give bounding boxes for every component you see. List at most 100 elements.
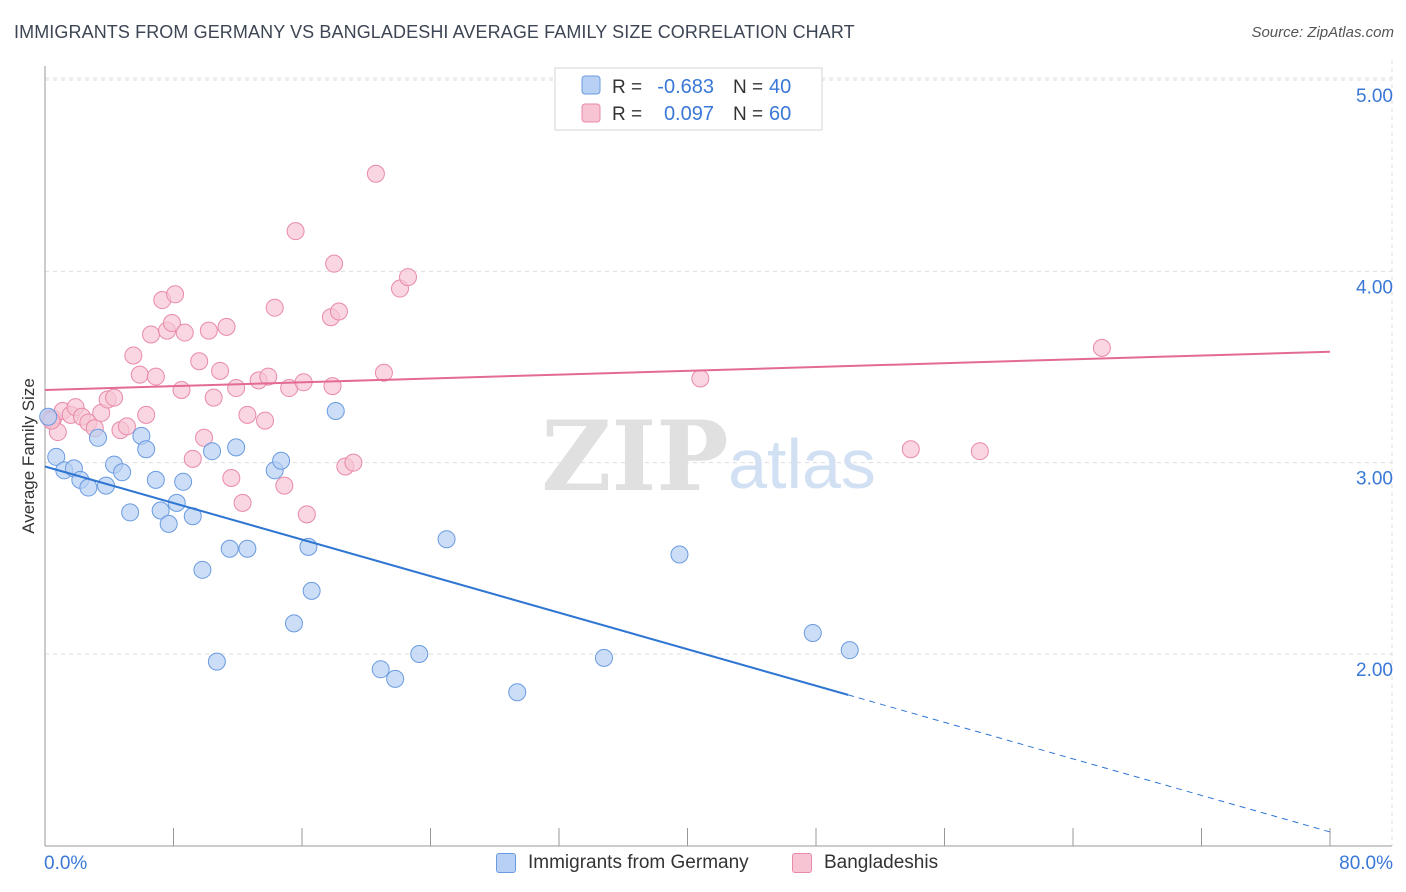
germany-point	[113, 463, 132, 482]
bangladeshis-point	[162, 313, 181, 332]
germany-point	[174, 472, 193, 491]
legend-swatch-bangla-bottom	[792, 853, 812, 873]
germany-point	[508, 683, 527, 702]
germany-point	[89, 428, 108, 447]
bangladeshis-point	[259, 367, 278, 386]
chart-title: IMMIGRANTS FROM GERMANY VS BANGLADESHI A…	[14, 22, 855, 42]
legend-r-value-bangla: 0.097	[664, 103, 714, 125]
bangladeshis-point	[265, 298, 284, 317]
bangladeshis-point	[238, 405, 257, 424]
legend-n-value-germany: 40	[769, 76, 791, 98]
legend-label-germany: Immigrants from Germany	[528, 852, 749, 873]
y-tick-labels: 2.00 3.00 4.00 5.00	[1356, 86, 1393, 681]
germany-point	[227, 438, 246, 457]
bangladeshis-point	[691, 369, 710, 388]
legend-n-value-bangla: 60	[769, 103, 791, 125]
legend-item-bangla: Bangladeshis	[792, 852, 938, 874]
bangladeshis-point	[142, 325, 161, 344]
bangladeshis-point	[325, 254, 344, 273]
legend-r-label-germany: R =	[612, 77, 642, 98]
bangladeshis-point	[105, 388, 124, 407]
germany-point	[284, 614, 303, 633]
germany-point	[39, 407, 58, 426]
y-tick-label: 2.00	[1356, 660, 1393, 681]
germany-point	[670, 545, 689, 564]
germany-point	[272, 451, 291, 470]
bangladeshis-point	[297, 505, 316, 524]
watermark-atlas: atlas	[728, 425, 876, 503]
bangladeshis-point	[374, 363, 393, 382]
germany-points	[39, 402, 859, 702]
bangladeshis-point	[211, 361, 230, 380]
bangladeshis-point	[204, 388, 223, 407]
legend-r-label-bangla: R =	[612, 104, 642, 125]
germany-point	[151, 501, 170, 520]
germany-trendline	[44, 465, 849, 696]
bangladeshis-point	[227, 379, 246, 398]
bangladeshis-point	[146, 367, 165, 386]
germany-point	[840, 641, 859, 660]
bangladeshis-point	[183, 449, 202, 468]
bangladeshis-point	[190, 352, 209, 371]
germany-point	[326, 402, 345, 421]
y-tick-label: 4.00	[1356, 277, 1393, 298]
germany-point	[594, 648, 613, 667]
germany-point	[803, 623, 822, 642]
germany-point	[121, 503, 140, 522]
legend-item-germany: Immigrants from Germany	[496, 852, 749, 874]
germany-point	[79, 478, 98, 497]
bangladeshis-point	[137, 405, 156, 424]
germany-point	[238, 539, 257, 558]
bangladeshis-point	[199, 321, 218, 340]
bangladeshis-point	[901, 440, 920, 459]
bangladeshis-point	[124, 346, 143, 365]
germany-point	[207, 652, 226, 671]
axis-layer	[44, 66, 1392, 847]
germany-point	[47, 447, 66, 466]
x-tick-label-min: 0.0%	[44, 853, 87, 874]
legend-n-label-germany: N =	[733, 77, 763, 98]
germany-point	[193, 560, 212, 579]
bangladeshis-point	[166, 285, 185, 304]
bangladeshis-point	[175, 323, 194, 342]
germany-point	[146, 470, 165, 489]
legend-n-label-bangla: N =	[733, 104, 763, 125]
legend-swatch-bangla	[581, 103, 601, 123]
bangladeshis-point	[222, 468, 241, 487]
legend-label-bangla: Bangladeshis	[824, 852, 939, 873]
grid-layer	[45, 60, 1393, 846]
bangladeshis-point	[172, 380, 191, 399]
bangladeshis-point	[323, 377, 342, 396]
watermark-zip: ZIP	[541, 400, 728, 513]
bangladeshis-point	[1092, 338, 1111, 357]
bangladeshis-point	[970, 442, 989, 461]
bangladeshis-point	[344, 453, 363, 472]
y-tick-label: 3.00	[1356, 469, 1393, 490]
bangladeshis-point	[195, 428, 214, 447]
legend-bottom: Immigrants from Germany Bangladeshis	[0, 852, 1406, 878]
germany-point	[167, 493, 186, 512]
bangladeshis-point	[130, 365, 149, 384]
y-axis-label: Average Family Size	[19, 378, 38, 534]
bangladeshis-point	[233, 493, 252, 512]
bangladeshis-point	[329, 302, 348, 321]
legend-r-value-germany: -0.683	[657, 76, 714, 98]
germany-point	[437, 530, 456, 549]
bangladeshis-point	[399, 268, 418, 287]
bangladeshis-point	[275, 476, 294, 495]
germany-point	[371, 660, 390, 679]
germany-trendline-extension	[847, 694, 1331, 833]
germany-point	[302, 581, 321, 600]
legend-top: R = -0.683 N = 40 R = 0.097 N = 60	[554, 67, 823, 131]
trendlines	[44, 350, 1331, 833]
bangladeshis-trendline	[44, 350, 1331, 391]
germany-point	[220, 539, 239, 558]
bangladeshis-point	[366, 164, 385, 183]
bangladeshis-point	[117, 417, 136, 436]
x-tick-label-max: 80.0%	[1339, 853, 1393, 874]
bangladeshis-point	[286, 222, 305, 241]
germany-point	[159, 514, 178, 533]
bangladeshis-point	[256, 411, 275, 430]
legend-swatch-germany	[581, 75, 601, 95]
